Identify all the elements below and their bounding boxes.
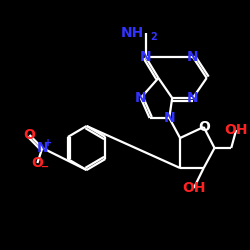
Text: N: N: [164, 111, 175, 125]
Text: OH: OH: [224, 123, 248, 137]
Text: O: O: [32, 156, 43, 170]
Text: NH: NH: [120, 26, 144, 40]
Text: N: N: [187, 50, 199, 64]
Text: −: −: [41, 162, 49, 172]
Text: OH: OH: [182, 181, 206, 195]
Text: 2: 2: [150, 32, 157, 42]
Text: O: O: [198, 120, 210, 134]
Text: N: N: [140, 50, 151, 64]
Text: N: N: [135, 91, 146, 105]
Text: N: N: [187, 91, 199, 105]
Text: +: +: [44, 138, 52, 148]
Text: O: O: [24, 128, 36, 142]
Text: N: N: [36, 141, 48, 155]
